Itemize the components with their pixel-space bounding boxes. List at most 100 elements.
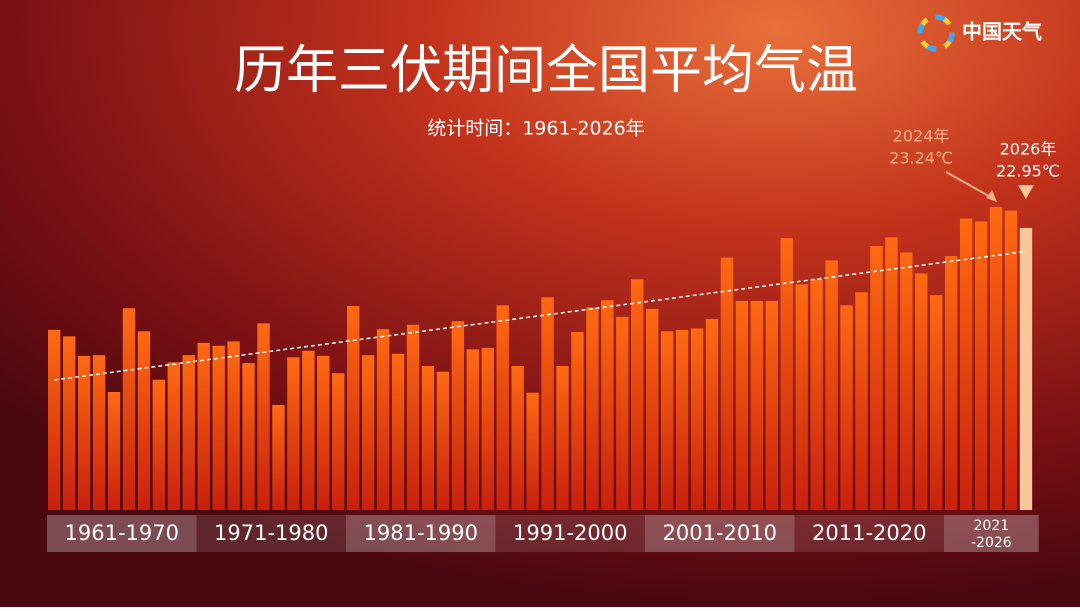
bar bbox=[840, 305, 853, 510]
group-label-line: 1981-1990 bbox=[364, 521, 478, 545]
chart-subtitle: 统计时间：1961-2026年 bbox=[427, 118, 645, 140]
group-label: 2021 -2026 bbox=[971, 518, 1012, 551]
bar bbox=[92, 355, 106, 510]
group-band bbox=[346, 515, 496, 552]
bar bbox=[122, 308, 136, 510]
group-label: 1971-1980 bbox=[214, 521, 328, 545]
bar bbox=[1004, 210, 1018, 510]
group-label-line: 1971-1980 bbox=[214, 521, 328, 545]
bar bbox=[332, 373, 345, 510]
bar bbox=[391, 353, 405, 510]
bar bbox=[750, 300, 764, 510]
bar bbox=[137, 331, 151, 510]
bar bbox=[675, 329, 689, 510]
bar bbox=[780, 238, 793, 510]
group-label-line: 2021 bbox=[974, 518, 1010, 534]
trend-line bbox=[54, 250, 1027, 381]
bar bbox=[825, 260, 838, 510]
group-label-line: 1991-2000 bbox=[513, 521, 627, 545]
bar bbox=[167, 362, 180, 510]
group-label: 1961-1970 bbox=[65, 521, 179, 545]
bar bbox=[287, 357, 300, 510]
bar bbox=[795, 284, 808, 510]
bar bbox=[885, 237, 898, 510]
value-label: 22.95℃ bbox=[996, 161, 1060, 180]
group-label-line: -2026 bbox=[971, 535, 1012, 551]
bar bbox=[406, 324, 420, 510]
bar bbox=[361, 355, 375, 510]
logo bbox=[917, 14, 955, 52]
bar bbox=[526, 392, 539, 510]
bar bbox=[974, 221, 988, 510]
bar bbox=[660, 331, 674, 510]
bar bbox=[631, 279, 644, 510]
bar bbox=[810, 279, 823, 510]
bar bbox=[646, 308, 659, 510]
bar bbox=[302, 350, 315, 510]
bar bbox=[242, 363, 255, 510]
group-label-line: 1961-1970 bbox=[65, 521, 179, 545]
bar bbox=[989, 207, 1003, 510]
group-band bbox=[196, 515, 346, 552]
bar bbox=[197, 342, 210, 510]
bar bbox=[556, 365, 569, 510]
group-band bbox=[645, 515, 795, 552]
bar bbox=[152, 379, 166, 510]
bar bbox=[272, 405, 285, 510]
bar bbox=[347, 306, 360, 510]
bar bbox=[735, 300, 749, 510]
annotation-arrow bbox=[945, 171, 995, 200]
bar bbox=[227, 341, 240, 510]
bar bbox=[616, 316, 629, 510]
bar bbox=[945, 256, 958, 510]
bar bbox=[436, 371, 450, 510]
bar bbox=[571, 332, 584, 510]
bar bbox=[855, 292, 868, 510]
bar bbox=[690, 328, 704, 510]
bar bbox=[915, 273, 928, 510]
bar bbox=[182, 355, 195, 510]
bar bbox=[720, 257, 734, 510]
bar bbox=[765, 300, 778, 510]
marker-triangle bbox=[1017, 184, 1034, 199]
bar bbox=[481, 347, 494, 510]
bar bbox=[601, 300, 614, 510]
group-label: 1991-2000 bbox=[513, 521, 627, 545]
bar bbox=[959, 218, 973, 510]
bar bbox=[212, 345, 225, 510]
bar bbox=[870, 246, 883, 510]
bar bbox=[586, 307, 599, 510]
group-band bbox=[794, 515, 944, 552]
group-band bbox=[944, 515, 1039, 552]
bar bbox=[496, 305, 509, 510]
annotation-arrowhead bbox=[986, 190, 998, 202]
bar bbox=[77, 355, 91, 510]
bar bbox=[511, 365, 524, 510]
chart-title: 历年三伏期间全国平均气温 bbox=[234, 41, 858, 101]
annotation-year: 2026年 bbox=[1000, 139, 1057, 158]
bar bbox=[930, 295, 943, 510]
bar bbox=[62, 336, 76, 510]
value-label: 23.24℃ bbox=[889, 149, 953, 168]
bar bbox=[451, 321, 465, 510]
bar bbox=[421, 365, 435, 510]
bar bbox=[541, 297, 554, 510]
bar bbox=[900, 252, 913, 510]
group-label-line: 2001-2010 bbox=[663, 521, 777, 545]
brand: 中国天气 bbox=[962, 20, 1042, 44]
group-band bbox=[47, 515, 197, 552]
bar bbox=[466, 349, 479, 510]
group-label: 1981-1990 bbox=[364, 521, 478, 545]
group-label: 2011-2020 bbox=[812, 521, 926, 545]
bar bbox=[48, 329, 61, 510]
group-label: 2001-2010 bbox=[663, 521, 777, 545]
bar bbox=[1019, 227, 1033, 510]
bar bbox=[376, 329, 390, 510]
bar bbox=[107, 391, 121, 510]
group-label-line: 2011-2020 bbox=[812, 521, 926, 545]
bar bbox=[317, 355, 330, 510]
bar bbox=[705, 319, 719, 510]
bar bbox=[257, 323, 270, 510]
annotation-year: 2024年 bbox=[893, 127, 950, 146]
